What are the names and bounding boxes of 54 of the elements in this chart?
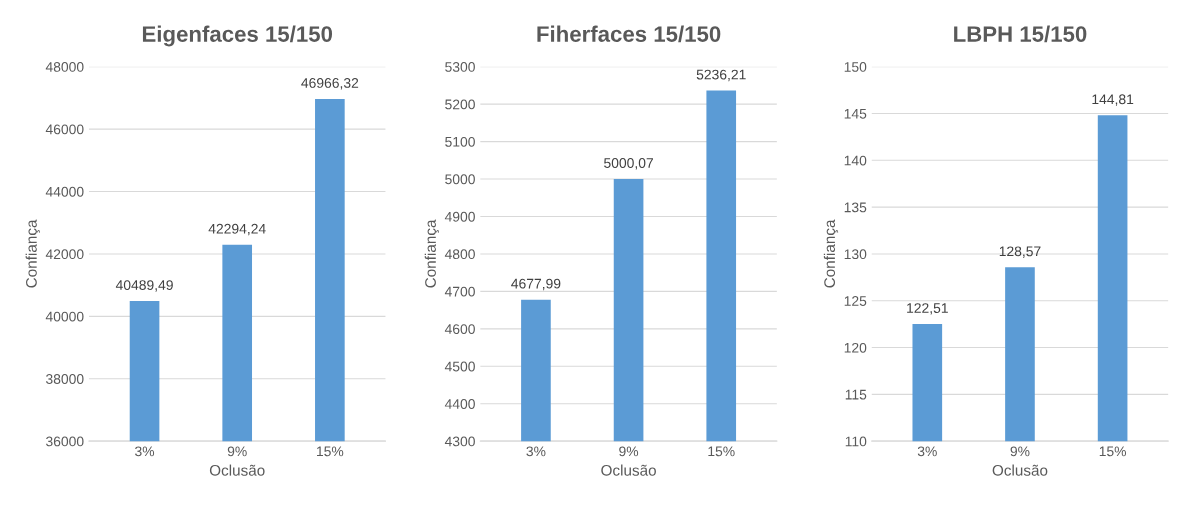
- y-tick-label: 110: [845, 436, 867, 447]
- data-label: 42294,24: [208, 223, 266, 236]
- y-tick-label: 5100: [445, 136, 475, 147]
- y-tick-label: 150: [844, 62, 867, 72]
- y-tick-label: 42000: [45, 249, 84, 260]
- x-axis-title: Oclusão: [601, 464, 656, 476]
- y-tick-label: 5300: [445, 62, 475, 72]
- chart-title: Fiherfaces 15/150: [537, 25, 721, 43]
- y-tick-label: 140: [844, 155, 867, 166]
- y-axis-title: Confiança: [424, 219, 440, 288]
- y-tick-label: 40000: [45, 311, 84, 322]
- y-axis-title: Confiança: [25, 219, 40, 288]
- y-tick-label: 115: [845, 389, 867, 400]
- x-tick-label: 9%: [227, 446, 247, 457]
- y-tick-label: 5200: [445, 99, 475, 110]
- chart-title: Eigenfaces 15/150: [142, 25, 333, 47]
- data-label: 5236,21: [696, 69, 746, 82]
- y-tick-label: 4700: [444, 286, 475, 297]
- x-axis-title: Oclusão: [992, 464, 1048, 476]
- y-tick-label: 4900: [444, 211, 475, 222]
- y-tick-label: 5000: [445, 174, 475, 185]
- data-label: 4677,99: [511, 278, 561, 291]
- x-tick-label: 9%: [1010, 446, 1030, 457]
- y-tick-label: 125: [844, 296, 867, 306]
- y-tick-label: 4400: [444, 399, 475, 409]
- data-label: 46966,32: [301, 78, 359, 90]
- x-tick-label: 3%: [526, 446, 546, 457]
- y-tick-label: 135: [844, 202, 867, 213]
- y-tick-label: 48000: [45, 62, 84, 72]
- y-axis-title: Confiança: [823, 219, 839, 288]
- y-tick-label: 120: [844, 342, 867, 353]
- x-tick-label: 3%: [917, 446, 937, 457]
- y-tick-label: 4800: [444, 249, 475, 260]
- x-axis-title: Oclusão: [209, 464, 265, 476]
- y-tick-label: 130: [844, 249, 867, 260]
- data-label: 144,81: [1092, 94, 1134, 106]
- x-tick-label: 15%: [708, 446, 735, 457]
- y-tick-label: 38000: [46, 374, 84, 384]
- x-tick-label: 3%: [135, 446, 155, 457]
- chart-title: LBPH 15/150: [954, 25, 1087, 43]
- y-tick-label: 36000: [46, 436, 84, 447]
- y-tick-label: 46000: [45, 124, 84, 135]
- y-tick-label: 4500: [444, 361, 475, 372]
- x-tick-label: 9%: [619, 446, 639, 457]
- y-tick-label: 4600: [444, 324, 475, 334]
- x-tick-label: 15%: [1099, 446, 1127, 457]
- x-tick-label: 15%: [317, 446, 344, 457]
- data-label: 122,51: [907, 303, 948, 315]
- y-tick-label: 145: [844, 108, 867, 119]
- data-label: 40489,49: [115, 280, 173, 292]
- y-tick-label: 44000: [45, 186, 84, 197]
- data-label: 5000,07: [604, 158, 653, 170]
- data-label: 128,57: [999, 246, 1041, 258]
- y-tick-label: 4300: [444, 436, 475, 447]
